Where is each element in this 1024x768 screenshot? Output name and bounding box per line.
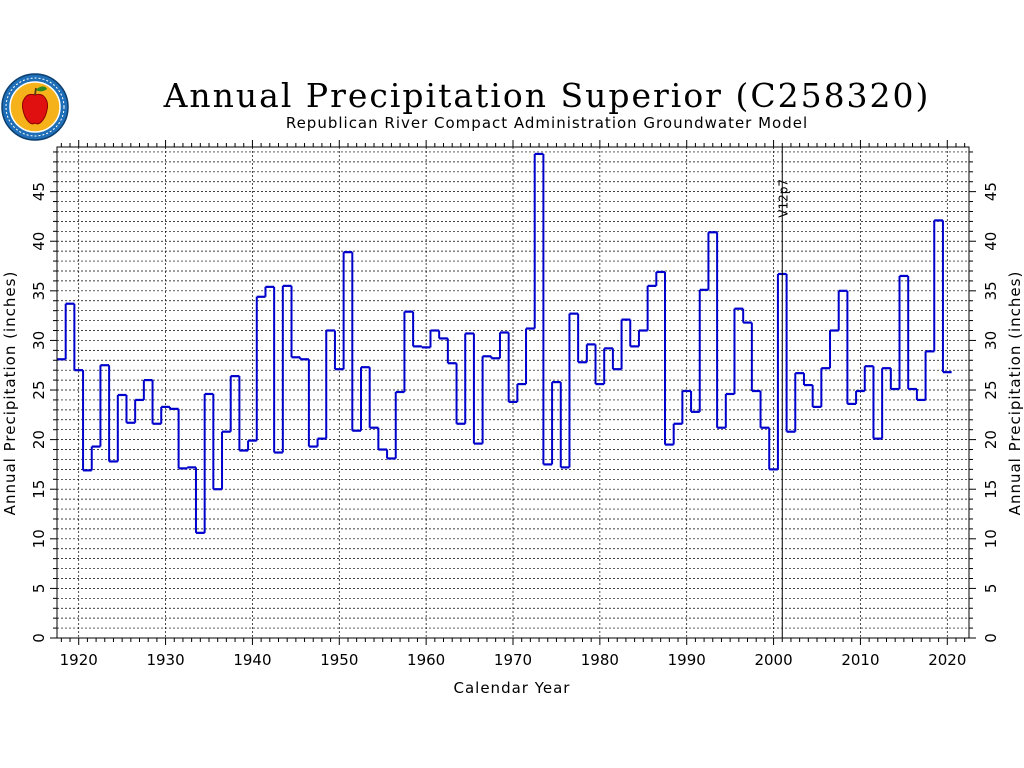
y-tick-label-right: 5 <box>982 584 1000 594</box>
y-tick-label: 5 <box>30 584 48 594</box>
x-axis-label: Calendar Year <box>454 679 571 697</box>
grid-lines <box>57 147 969 639</box>
y-axis-label-right: Annual Precipitation (inches) <box>1006 271 1024 516</box>
series-step-line <box>57 152 952 534</box>
y-tick-label-right: 25 <box>982 380 1000 399</box>
y-tick-label-right: 35 <box>982 281 1000 300</box>
y-tick-label-right: 10 <box>982 529 1000 548</box>
chart-subtitle: Republican River Compact Administration … <box>286 114 808 132</box>
x-tick-label: 2010 <box>841 651 879 669</box>
y-tick-label: 0 <box>30 633 48 643</box>
chart-title: Annual Precipitation Superior (C258320) <box>163 76 931 115</box>
y-tick-label: 35 <box>30 281 48 300</box>
x-tick-label: 1920 <box>60 651 98 669</box>
x-tick-label: 1950 <box>320 651 358 669</box>
y-tick-label-right: 20 <box>982 430 1000 449</box>
y-tick-label: 25 <box>30 380 48 399</box>
y-tick-label: 15 <box>30 480 48 499</box>
y-tick-label: 40 <box>30 232 48 251</box>
annotation: V12p7 <box>776 147 790 638</box>
x-tick-label: 1990 <box>668 651 706 669</box>
y-tick-label-right: 15 <box>982 480 1000 499</box>
y-tick-label: 10 <box>30 529 48 548</box>
x-tick-label: 1960 <box>407 651 445 669</box>
annotation-label: V12p7 <box>776 179 790 218</box>
x-axis-ticks: 1920 1930 1940 1950 1960 1970 1980 1990 2000 2010… <box>60 140 966 669</box>
x-tick-label: 1940 <box>233 651 271 669</box>
y-tick-label-right: 0 <box>982 633 1000 643</box>
x-tick-label: 1930 <box>146 651 184 669</box>
y-tick-label-right: 30 <box>982 331 1000 350</box>
y-tick-label-right: 40 <box>982 232 1000 251</box>
y-tick-label: 45 <box>30 182 48 201</box>
y-axis-label: Annual Precipitation (inches) <box>1 271 19 516</box>
x-tick-label: 2000 <box>754 651 792 669</box>
y-axis-ticks: 0 0 5 5 10 10 15 15 20 20 25 25 30 30 35 35 40 40 45 45 <box>30 151 1000 643</box>
x-tick-label: 1980 <box>581 651 619 669</box>
y-tick-label: 30 <box>30 331 48 350</box>
apple-seal-logo <box>1 73 69 141</box>
y-tick-label-right: 45 <box>982 182 1000 201</box>
y-tick-label: 20 <box>30 430 48 449</box>
x-tick-label: 2020 <box>928 651 966 669</box>
x-tick-label: 1970 <box>494 651 532 669</box>
